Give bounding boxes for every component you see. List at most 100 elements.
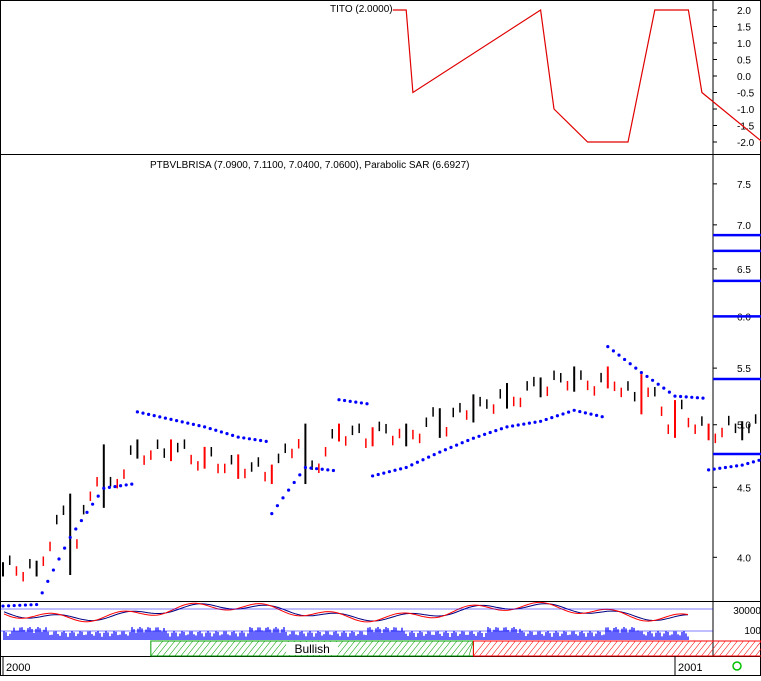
sar-dot xyxy=(292,480,296,485)
status-icon xyxy=(732,661,742,671)
price-ytick-label: 4.5 xyxy=(737,483,751,494)
sar-dot xyxy=(510,424,515,428)
sar-dot xyxy=(113,484,117,489)
signal-hatch xyxy=(168,640,182,657)
sar-dot xyxy=(673,394,677,398)
signal-hatch xyxy=(635,640,648,657)
sar-dot xyxy=(152,414,156,418)
sar-dot xyxy=(186,421,190,425)
signal-hatch xyxy=(557,640,570,657)
signal-hatch xyxy=(533,640,546,657)
sar-dot xyxy=(158,415,162,419)
sar-dot xyxy=(225,432,229,436)
signal-hatch xyxy=(258,640,272,657)
sar-dot xyxy=(684,395,688,399)
signal-hatch xyxy=(414,640,428,657)
signal-hatch xyxy=(713,640,726,657)
sar-dot xyxy=(180,420,184,424)
signal-hatch xyxy=(563,640,576,657)
signal-hatch xyxy=(252,640,266,657)
signal-hatch xyxy=(216,640,230,657)
sar-dot xyxy=(219,430,223,434)
tito-ytick-label: 2.0 xyxy=(737,6,751,17)
sar-dot xyxy=(432,453,436,457)
sar-dot xyxy=(163,416,167,420)
sar-dot xyxy=(639,370,644,375)
oscillator-slow xyxy=(3,603,689,622)
signal-band xyxy=(472,640,761,657)
sar-dot xyxy=(107,485,111,489)
sar-dot xyxy=(281,496,285,500)
signal-hatch xyxy=(384,640,398,657)
signal-hatch xyxy=(731,640,744,657)
signal-hatch xyxy=(653,640,666,657)
signal-hatch xyxy=(186,640,200,657)
signal-hatch xyxy=(539,640,552,657)
sar-dot xyxy=(68,535,72,540)
signal-hatch xyxy=(485,640,498,657)
tito-ytick-label: -1.0 xyxy=(737,105,755,116)
sar-dot xyxy=(611,349,616,353)
sar-dot xyxy=(438,450,442,454)
sar-dot xyxy=(667,390,672,394)
sar-dot xyxy=(421,458,425,462)
sar-dot xyxy=(701,396,705,400)
tito-line xyxy=(392,8,761,143)
signal-hatch xyxy=(390,640,404,657)
sar-dot xyxy=(231,433,235,437)
signal-hatch xyxy=(354,640,368,657)
signal-hatch xyxy=(210,640,224,657)
signal-hatch xyxy=(222,640,236,657)
signal-hatch xyxy=(432,640,446,657)
signal-hatch xyxy=(605,640,618,657)
signal-hatch xyxy=(450,640,464,657)
sar-dot xyxy=(298,473,302,477)
signal-hatch xyxy=(503,640,516,657)
sar-dot xyxy=(331,468,335,473)
signal-hatch xyxy=(491,640,504,657)
sar-dot xyxy=(315,467,319,471)
signal-hatch xyxy=(396,640,410,657)
sar-dot xyxy=(723,465,728,470)
sar-dot xyxy=(522,422,526,426)
sar-dot xyxy=(326,468,330,472)
signal-hatch xyxy=(671,640,684,657)
sar-dot xyxy=(488,430,492,435)
sar-dot xyxy=(712,467,716,471)
signal-hatch xyxy=(689,640,702,657)
sar-dot xyxy=(483,432,487,436)
signal-hatch xyxy=(641,640,654,657)
signal-hatch xyxy=(246,640,260,657)
signal-hatch xyxy=(156,640,170,657)
signal-hatch xyxy=(647,640,660,657)
signal-hatch xyxy=(336,640,350,657)
signal-hatch xyxy=(497,640,510,657)
tito-title: TITO (2.0000) xyxy=(330,4,393,15)
signal-hatch xyxy=(360,640,374,657)
sar-dot xyxy=(623,357,627,362)
sar-dot xyxy=(242,436,246,440)
sar-dot xyxy=(533,420,537,424)
xtick-label: 2001 xyxy=(678,662,702,674)
sar-dot xyxy=(359,401,363,405)
sar-dot xyxy=(175,418,179,423)
sar-dot xyxy=(169,417,173,421)
tito-ytick-label: -2.0 xyxy=(737,138,755,149)
sar-dot xyxy=(303,465,307,470)
sar-dot xyxy=(707,468,711,472)
signal-hatch xyxy=(174,640,188,657)
sar-dot xyxy=(320,467,324,471)
signal-hatch xyxy=(342,640,356,657)
tito-ytick-label: 0.5 xyxy=(737,56,751,67)
price-ytick-label: 7.5 xyxy=(737,180,751,191)
sar-dot xyxy=(746,461,750,466)
price-ytick-label: 6.0 xyxy=(737,312,751,323)
sar-dot xyxy=(393,468,397,472)
sar-dot xyxy=(348,399,352,403)
signal-hatch xyxy=(677,640,690,657)
signal-hatch xyxy=(611,640,624,657)
signal-hatch xyxy=(551,640,564,657)
price-title: PTBVLBRISA (7.0900, 7.1100, 7.0400, 7.06… xyxy=(150,160,469,171)
price-ytick-label: 7.0 xyxy=(737,221,751,232)
